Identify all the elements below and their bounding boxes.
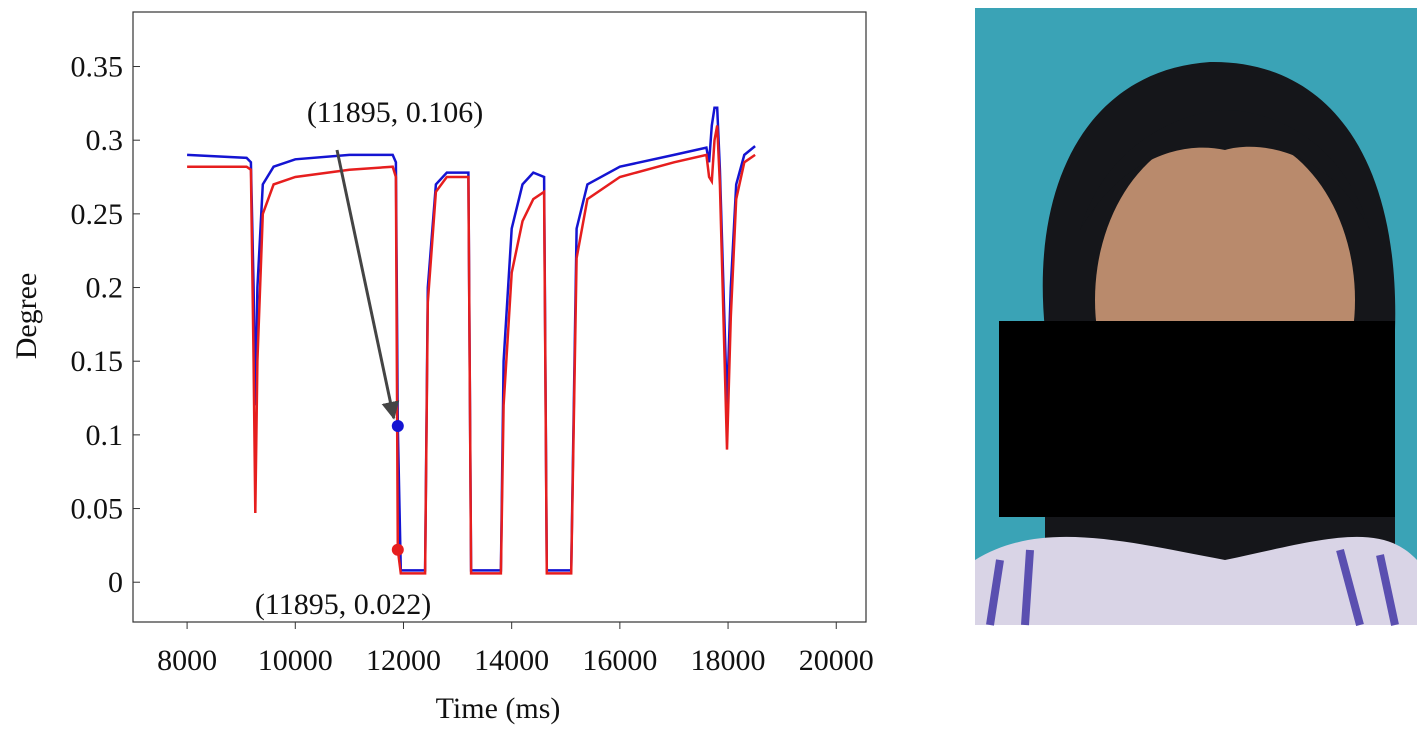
photo [975,8,1417,627]
y-tick-label: 0.1 [86,419,124,452]
series-line [187,125,756,575]
annotation-arrow [335,149,400,420]
x-tick-label: 16000 [582,644,657,677]
y-tick-label: 0 [108,566,123,599]
x-tick-label: 18000 [691,644,766,677]
x-tick-label: 14000 [474,644,549,677]
x-tick-label: 20000 [799,644,874,677]
x-tick-label: 8000 [157,644,217,677]
y-tick-label: 0.15 [71,345,124,378]
annotation-point [391,543,404,556]
y-tick-label: 0.3 [86,124,124,157]
x-tick-label: 12000 [366,644,441,677]
y-axis-label: Degree [10,273,43,360]
y-tick-label: 0.05 [71,493,124,526]
annotation-text: (11895, 0.022) [255,588,431,621]
y-tick-label: 0.2 [86,272,124,305]
series-line [187,106,756,572]
y-tick-label: 0.35 [71,51,124,84]
plot-frame [132,11,867,623]
annotation-point [391,420,404,433]
y-tick-label: 0.25 [71,198,124,231]
annotation-text: (11895, 0.106) [307,96,483,129]
x-axis-label: Time (ms) [436,692,561,725]
x-tick-label: 10000 [258,644,333,677]
